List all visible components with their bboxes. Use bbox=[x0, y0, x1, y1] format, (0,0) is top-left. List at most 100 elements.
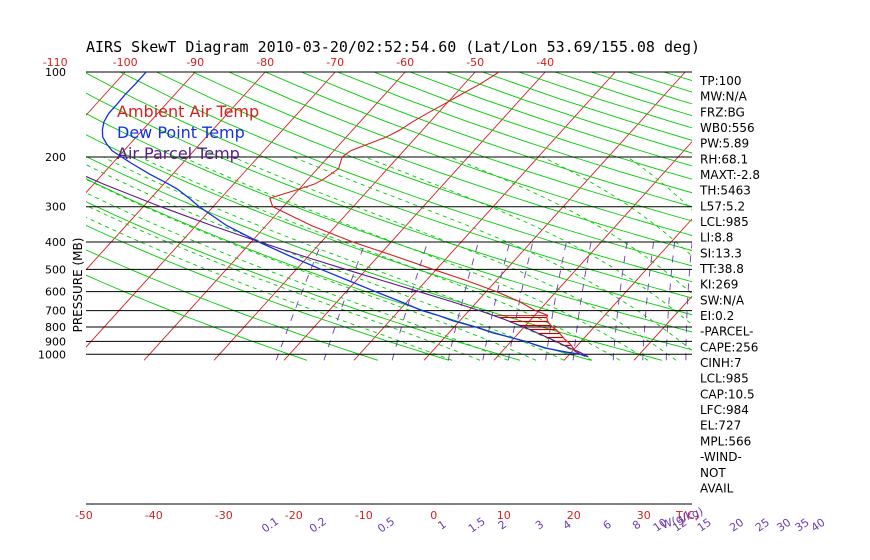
mixing-ratio-line bbox=[275, 241, 323, 361]
isotherm-line bbox=[213, 72, 476, 361]
moist-adiabat-line bbox=[182, 156, 649, 361]
mixing-ratio-tick-label: 0.1 bbox=[259, 515, 281, 536]
top-temp-tick-label: -60 bbox=[396, 56, 414, 69]
index-label: LCL:985 bbox=[700, 215, 749, 229]
index-label: EL:727 bbox=[700, 419, 741, 433]
mixing-ratio-tick-label: 40 bbox=[809, 516, 828, 535]
bottom-temp-tick-label: 20 bbox=[567, 509, 581, 522]
mixing-ratio-line bbox=[801, 242, 808, 360]
dry-adiabat-line bbox=[86, 155, 663, 361]
mixing-ratio-tick-label: 0.2 bbox=[307, 515, 329, 536]
mixing-ratio-line bbox=[815, 242, 824, 360]
top-temp-tick-label: -50 bbox=[466, 56, 484, 69]
index-label: -PARCEL- bbox=[700, 325, 754, 339]
isotherm-line bbox=[353, 72, 616, 361]
mixing-ratio-line bbox=[785, 242, 790, 360]
bottom-temp-tick-label: 0 bbox=[430, 509, 437, 522]
top-temp-tick-label: -40 bbox=[536, 56, 554, 69]
dry-adiabat-line bbox=[86, 92, 692, 316]
legend-entry: Dew Point Temp bbox=[117, 123, 245, 142]
index-label: LI:8.8 bbox=[700, 231, 733, 245]
index-label: -WIND- bbox=[700, 450, 742, 464]
dry-adiabat-line bbox=[228, 72, 692, 236]
dry-adiabat-line bbox=[86, 224, 450, 361]
pressure-tick-label: 100 bbox=[45, 66, 66, 79]
mixing-ratio-line bbox=[507, 241, 534, 361]
pressure-tick-label: 1000 bbox=[38, 348, 66, 361]
isobars bbox=[86, 71, 692, 505]
dry-adiabat-line bbox=[265, 72, 692, 222]
index-label: KI:269 bbox=[700, 278, 738, 292]
pressure-tick-label: 800 bbox=[45, 321, 66, 334]
isotherm-line bbox=[283, 72, 546, 361]
index-label: TP:100 bbox=[699, 74, 742, 88]
index-label: NOT bbox=[700, 466, 726, 480]
bottom-temp-tick-label: 10 bbox=[497, 509, 511, 522]
pressure-tick-label: 300 bbox=[45, 201, 66, 214]
dry-adiabat-line bbox=[86, 113, 692, 333]
index-label: RH:68.1 bbox=[700, 152, 748, 166]
top-temp-tick-label: -80 bbox=[256, 56, 274, 69]
index-label: WB0:556 bbox=[700, 121, 755, 135]
pressure-tick-label: 700 bbox=[45, 305, 66, 318]
index-label: CINH:7 bbox=[700, 356, 742, 370]
bottom-temp-tick-label: -30 bbox=[215, 509, 233, 522]
bottom-temp-tick-label: -50 bbox=[75, 509, 93, 522]
isotherm-line bbox=[423, 72, 686, 361]
mixing-ratio-line bbox=[391, 241, 429, 361]
bottom-temp-tick-label: -10 bbox=[355, 509, 373, 522]
isotherm-line bbox=[86, 72, 196, 194]
index-label: PW:5.89 bbox=[700, 137, 749, 151]
top-temp-tick-label: -100 bbox=[113, 56, 138, 69]
top-temp-tick-label: -70 bbox=[326, 56, 344, 69]
ambient-temp-line bbox=[269, 72, 589, 358]
index-label: MW:N/A bbox=[700, 90, 748, 104]
mixing-ratio-line bbox=[642, 241, 654, 361]
bottom-temp-ticks: -50 -40 -30 -20 -10 0 10 20 30 bbox=[75, 509, 651, 522]
isotherm-line bbox=[86, 72, 336, 348]
moist-adiabat-line bbox=[139, 156, 621, 361]
index-label: MPL:566 bbox=[700, 434, 751, 448]
top-temp-ticks: -120-110-100-90-80-70-60-50-40 bbox=[43, 56, 554, 69]
legend-entry: Air Parcel Temp bbox=[117, 144, 240, 163]
mixing-ratio-line bbox=[323, 241, 366, 361]
dewpoint-temp-line bbox=[101, 72, 589, 358]
index-label: CAPE:256 bbox=[700, 340, 758, 354]
mixing-ratio-tick-label: 25 bbox=[753, 516, 772, 535]
index-label: CAP:10.5 bbox=[700, 387, 755, 401]
mixing-ratio-line bbox=[482, 241, 511, 361]
mixing-ratio-line bbox=[685, 241, 692, 361]
mixing-ratio-tick-label: 1 bbox=[436, 518, 449, 533]
pressure-tick-label: 600 bbox=[45, 286, 66, 299]
series-lines bbox=[86, 72, 589, 358]
dry-adiabat-line bbox=[627, 72, 692, 93]
isotherm-line bbox=[844, 72, 870, 360]
dry-adiabat-line bbox=[373, 72, 692, 180]
legend-entry: Ambient Air Temp bbox=[117, 102, 259, 121]
mixing-ratio-tick-label: 1.5 bbox=[466, 515, 488, 536]
index-label: L57:5.2 bbox=[700, 199, 745, 213]
moist-adiabat-line bbox=[86, 178, 537, 361]
pressure-tick-label: 400 bbox=[45, 236, 66, 249]
moist-adiabat-line bbox=[86, 204, 481, 361]
dry-adiabat-line bbox=[86, 274, 308, 361]
pressure-tick-label: 500 bbox=[45, 263, 66, 276]
moist-adiabat-line bbox=[450, 156, 692, 295]
isotherm-line bbox=[143, 72, 406, 361]
top-temp-tick-label: -90 bbox=[186, 56, 204, 69]
index-label: AVAIL bbox=[700, 481, 734, 495]
dry-adiabat-line bbox=[409, 72, 692, 167]
mixing-ratio-line bbox=[665, 241, 676, 361]
moist-adiabat-line bbox=[542, 156, 692, 257]
dry-adiabat-line bbox=[156, 72, 692, 267]
mixing-ratio-tick-label: 20 bbox=[727, 516, 746, 535]
index-label: SW:N/A bbox=[700, 293, 745, 307]
moist-adiabat-line bbox=[232, 156, 677, 361]
dry-adiabat-line bbox=[86, 249, 379, 361]
mixing-ratio-line bbox=[545, 241, 567, 361]
index-label: LFC:984 bbox=[700, 403, 749, 417]
moist-adiabat-line bbox=[364, 156, 692, 326]
index-label: SI:13.3 bbox=[700, 246, 742, 260]
dry-adiabat-line bbox=[119, 72, 692, 283]
